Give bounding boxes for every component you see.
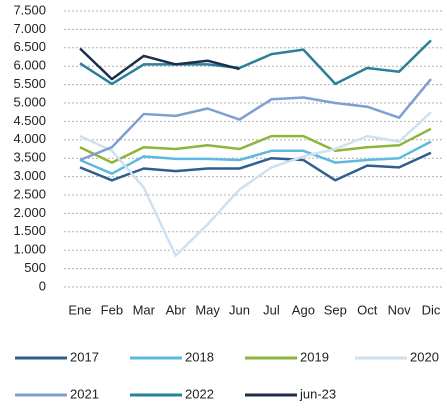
legend-label: 2020 (410, 349, 439, 364)
legend-label: 2018 (185, 349, 214, 364)
legend-label: 2022 (185, 386, 214, 401)
x-tick-label: Sep (324, 302, 347, 317)
y-tick-label: 500 (24, 260, 46, 275)
series-line (79, 140, 432, 175)
series-line (79, 151, 432, 182)
y-tick-label: 1.500 (13, 223, 46, 238)
x-tick-label: Ene (68, 302, 91, 317)
series-line (79, 127, 432, 164)
x-tick-label: Abr (166, 302, 187, 317)
y-tick-label: 3.000 (13, 168, 46, 183)
legend-label: jun-23 (299, 386, 336, 401)
series-line (79, 39, 432, 86)
y-tick-label: 4.500 (13, 113, 46, 128)
x-tick-label: Oct (357, 302, 378, 317)
legend-label: 2019 (300, 349, 329, 364)
x-tick-label: Jul (263, 302, 280, 317)
x-tick-label: Ago (292, 302, 315, 317)
y-tick-label: 4.000 (13, 131, 46, 146)
y-tick-label: 5.000 (13, 94, 46, 109)
legend-label: 2017 (70, 349, 99, 364)
x-tick-label: Feb (101, 302, 123, 317)
y-tick-label: 7.000 (13, 21, 46, 36)
x-tick-label: Dic (422, 302, 441, 317)
y-tick-label: 2.000 (13, 205, 46, 220)
x-tick-label: Jun (229, 302, 250, 317)
series-line (79, 111, 432, 257)
y-tick-label: 7.500 (13, 2, 46, 17)
x-tick-label: Mar (133, 302, 156, 317)
y-tick-label: 6.000 (13, 58, 46, 73)
y-tick-label: 6.500 (13, 39, 46, 54)
y-tick-label: 5.500 (13, 76, 46, 91)
series-line (79, 47, 240, 81)
x-tick-label: May (195, 302, 220, 317)
series-line (79, 78, 432, 162)
y-tick-label: 0 (39, 278, 46, 293)
y-tick-label: 1.000 (13, 242, 46, 257)
y-tick-label: 2.500 (13, 186, 46, 201)
y-tick-label: 3.500 (13, 150, 46, 165)
x-tick-label: Nov (388, 302, 412, 317)
legend-label: 2021 (70, 386, 99, 401)
